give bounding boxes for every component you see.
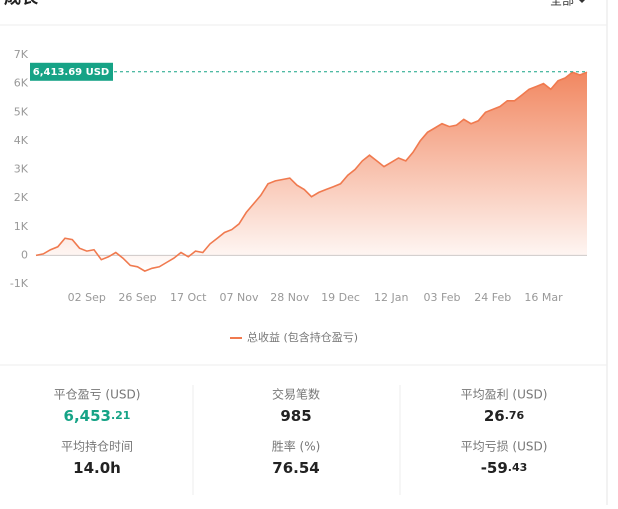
stat-value-dec: .21 [111,409,131,422]
stat-label: 平均盈利 (USD) [461,388,548,402]
stat-value: 985 [280,407,311,425]
y-tick-label: 5K [14,105,29,118]
last-value-badge [30,62,113,81]
legend-label: 总收益 (包含持仓盈亏) [247,330,358,344]
area [36,72,587,272]
stat-value-int: 76.54 [272,459,319,477]
y-tick-label: 6K [14,77,29,90]
x-tick-label: 19 Dec [321,291,360,304]
stat-value: -59.43 [481,459,528,477]
stat-value-int: 14.0h [73,459,121,477]
x-tick-label: 02 Sep [68,291,106,304]
stat-value-dec: .43 [508,461,528,474]
stat-value-int: 26 [484,407,505,425]
stat-label: 平均亏损 (USD) [461,440,548,454]
y-tick-label: 3K [14,163,29,176]
filter-dropdown[interactable]: 全部 [550,0,574,8]
stat-label: 胜率 (%) [272,439,321,454]
stat-label: 平仓盈亏 (USD) [54,388,141,402]
y-tick-label: -1K [10,277,29,290]
stat-label: 平均持仓时间 [61,439,133,454]
y-tick-label: 4K [14,134,29,147]
stat-value-int: 985 [280,407,311,425]
last-value-label: 6,413.69 USD [33,67,109,78]
y-tick-label: 1K [14,220,29,233]
line [35,71,588,272]
stat-label: 交易笔数 [272,387,320,402]
y-tick-label: 2K [14,191,29,204]
dropdown-arrow[interactable] [579,0,585,3]
stat-value-dec: .76 [505,409,525,422]
stat-value: 6,453.21 [64,407,131,425]
stat-value-int: -59 [481,459,508,477]
x-tick-label: 17 Oct [170,291,207,304]
x-tick-label: 26 Sep [118,291,156,304]
stat-value: 26.76 [484,407,525,425]
stat-value: 76.54 [272,459,319,477]
x-tick-label: 12 Jan [374,291,408,304]
x-tick-label: 24 Feb [474,291,511,304]
x-tick-label: 16 Mar [524,291,563,304]
x-tick-label: 03 Feb [424,291,461,304]
y-tick-label: 7K [14,48,29,61]
section-title: 成长 [4,0,39,8]
stat-value-int: 6,453 [64,407,111,425]
x-tick-label: 28 Nov [270,291,309,304]
y-tick-label: 0 [21,248,28,261]
x-tick-label: 07 Nov [220,291,259,304]
stat-value: 14.0h [73,459,121,477]
